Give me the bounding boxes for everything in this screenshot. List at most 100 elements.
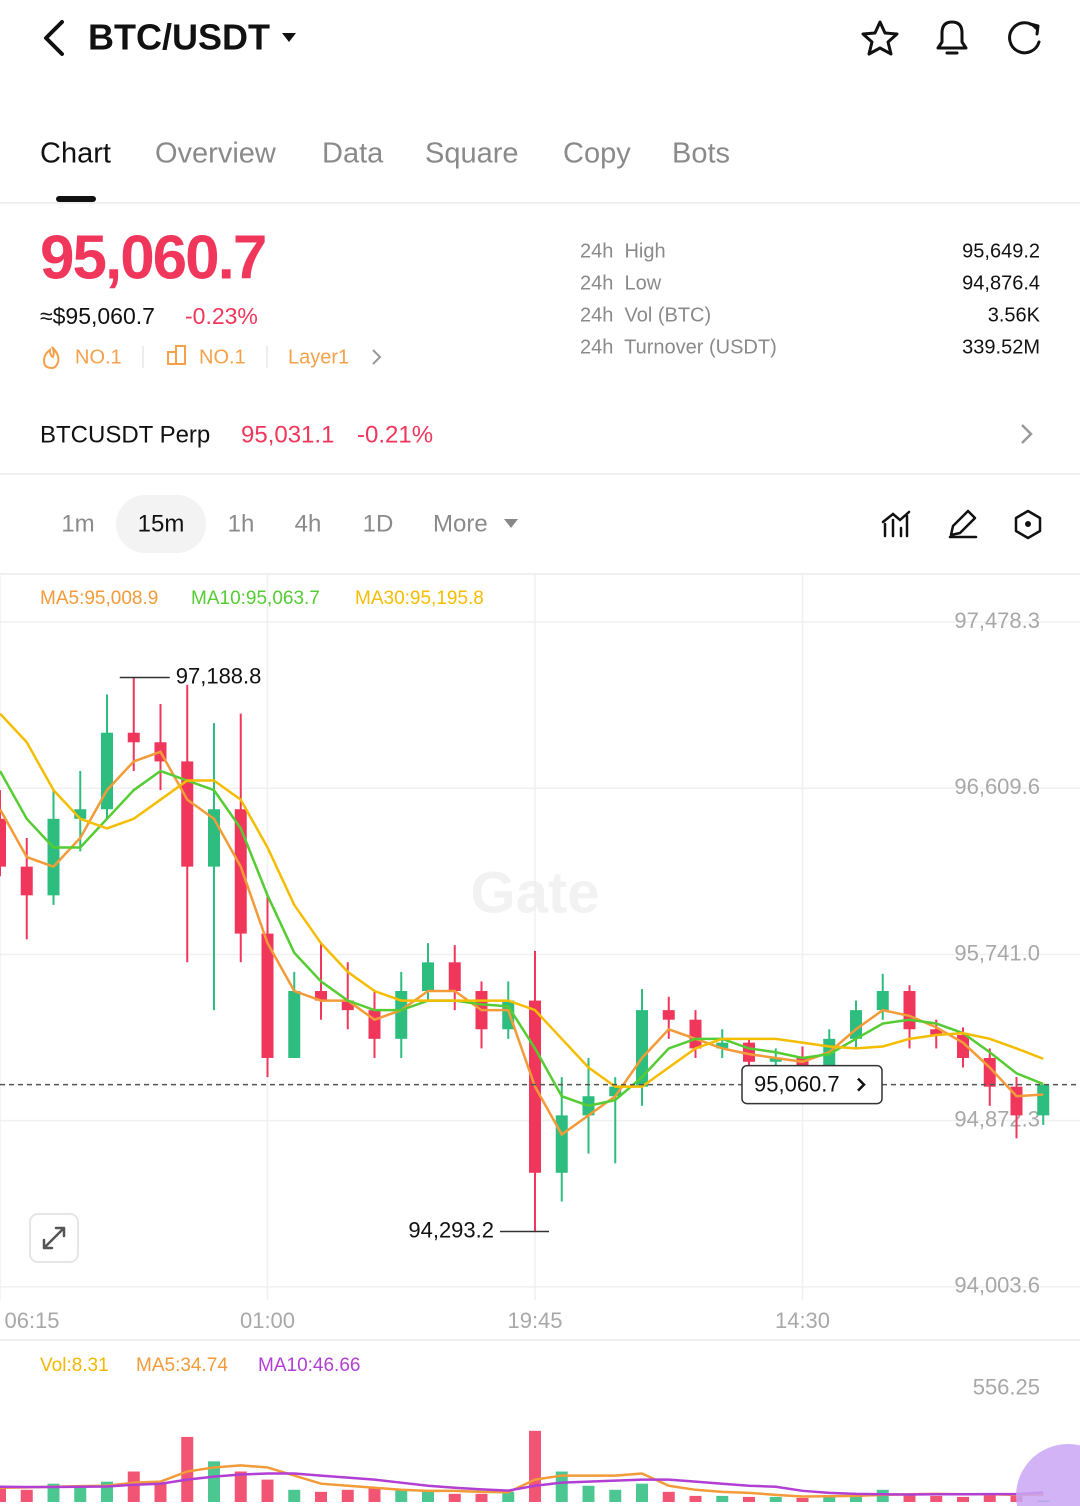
volume-bar	[716, 1495, 729, 1502]
assistant-bubble[interactable]	[1016, 1444, 1080, 1506]
volume-bar	[395, 1489, 408, 1502]
volume-bar	[662, 1491, 675, 1502]
candle-body	[47, 818, 60, 896]
last-price-box[interactable]	[741, 1064, 883, 1105]
tab[interactable]: Square	[425, 138, 519, 170]
candle-body	[850, 1010, 862, 1039]
ma-line	[0, 769, 1044, 1108]
pair-title[interactable]: BTC/USDT	[88, 17, 270, 58]
volume-ma-line	[0, 1472, 1044, 1496]
settings-icon[interactable]	[1014, 509, 1042, 540]
hot-icon	[42, 346, 60, 370]
volume-bar	[983, 1494, 996, 1502]
tags: NO.1 NO.1 Layer1	[75, 346, 349, 368]
candle-body	[101, 732, 113, 810]
tag[interactable]: NO.1	[75, 346, 122, 368]
usd-price: ≈$95,060.7	[40, 303, 155, 329]
candle-body	[903, 991, 916, 1030]
stat-value: 95,649.2	[962, 240, 1040, 262]
last-price-chevron	[857, 1077, 866, 1092]
active-tab-indicator	[56, 196, 96, 202]
y-tick-label: 556.25	[973, 1375, 1040, 1400]
favorite-icon[interactable]	[861, 20, 899, 56]
volume-bar	[930, 1495, 943, 1502]
stat-value: 94,876.4	[962, 272, 1040, 294]
stat-label: 24h Low	[580, 272, 662, 294]
min-label: 94,293.2	[408, 1217, 494, 1242]
candle-body	[609, 1086, 622, 1097]
y-tick-label: 97,478.3	[954, 608, 1040, 633]
interval-bar: 1m 15m 1h 4h 1D More	[61, 510, 487, 537]
volume-bar	[181, 1436, 194, 1502]
legend-entry: MA10:46.66	[258, 1355, 360, 1376]
interval[interactable]: 15m	[138, 510, 185, 537]
perp-change: -0.21%	[357, 421, 433, 448]
candle-body	[662, 1010, 675, 1020]
interval[interactable]: 1m	[61, 510, 94, 537]
volume-bar	[47, 1483, 60, 1502]
interval[interactable]: 4h	[295, 510, 322, 537]
legend-entry: Vol:8.31	[40, 1355, 109, 1376]
stat-label: 24h Turnover (USDT)	[580, 336, 777, 358]
last-price: 95,060.7	[40, 223, 265, 292]
interval[interactable]: More	[433, 510, 488, 537]
perp-chevron[interactable]	[1021, 424, 1033, 444]
volume-bar	[850, 1493, 862, 1502]
stats: 24h High 95,649.2 24h Low 94,876.4 24h Vol (…	[580, 240, 1041, 358]
y-tick-label: 94,872.3	[954, 1106, 1040, 1131]
volume-bar	[127, 1471, 140, 1502]
candle-body	[876, 991, 889, 1011]
volume-bar	[422, 1491, 434, 1502]
candle-body	[689, 1019, 702, 1049]
alert-icon[interactable]	[936, 20, 968, 55]
tab[interactable]: Chart	[40, 138, 111, 170]
fullscreen-icon	[42, 1226, 66, 1250]
tab[interactable]: Copy	[563, 138, 631, 170]
legend-entry: MA5:34.74	[136, 1355, 228, 1376]
perp-price: 95,031.1	[241, 421, 334, 448]
pair-dropdown[interactable]	[282, 33, 296, 42]
volume-bar	[769, 1496, 782, 1502]
volume-bar	[368, 1487, 381, 1502]
volume-bar	[20, 1489, 33, 1502]
tab[interactable]: Data	[322, 138, 384, 170]
candle-body	[395, 991, 408, 1039]
tag[interactable]: NO.1	[199, 346, 246, 368]
draw-icon[interactable]	[948, 509, 978, 539]
more-dropdown[interactable]	[504, 519, 518, 528]
stat-value: 339.52M	[962, 336, 1040, 358]
tab[interactable]: Overview	[155, 138, 277, 170]
x-tick-label: 14:30	[775, 1308, 830, 1333]
candle-body	[181, 761, 194, 867]
interval[interactable]: 1D	[363, 510, 394, 537]
volume-bar	[529, 1430, 541, 1502]
candle-body	[930, 1029, 943, 1036]
volume-bar	[288, 1489, 301, 1502]
candle-body	[636, 1010, 648, 1087]
volume-bar	[609, 1489, 622, 1502]
legend-entry: MA30:95,195.8	[355, 588, 484, 609]
ma-line	[0, 712, 1044, 1088]
candle-body	[422, 962, 434, 992]
tag[interactable]: Layer1	[288, 346, 349, 368]
tag-chevron[interactable]	[372, 349, 382, 365]
active-interval-bg	[116, 495, 206, 553]
stat-label: 24h High	[580, 240, 666, 262]
candle-body	[1037, 1084, 1050, 1116]
stat-value: 3.56K	[988, 304, 1041, 326]
indicator-icon[interactable]	[881, 510, 911, 538]
interval[interactable]: 1h	[228, 510, 255, 537]
volume-ma-line	[0, 1464, 1044, 1498]
y-tick-label: 94,003.6	[954, 1273, 1040, 1298]
volume-bar	[582, 1485, 595, 1502]
back-button[interactable]	[44, 20, 64, 56]
perp-name[interactable]: BTCUSDT Perp	[40, 421, 210, 448]
price-chart: 97,478.3 96,609.6 95,741.0 94,872.3 94,003.6…	[0, 575, 1080, 1333]
volume-bar	[957, 1496, 969, 1502]
candle-body	[288, 991, 301, 1058]
candle-body	[20, 866, 33, 896]
tab[interactable]: Bots	[672, 138, 730, 170]
share-icon[interactable]	[1008, 21, 1041, 55]
